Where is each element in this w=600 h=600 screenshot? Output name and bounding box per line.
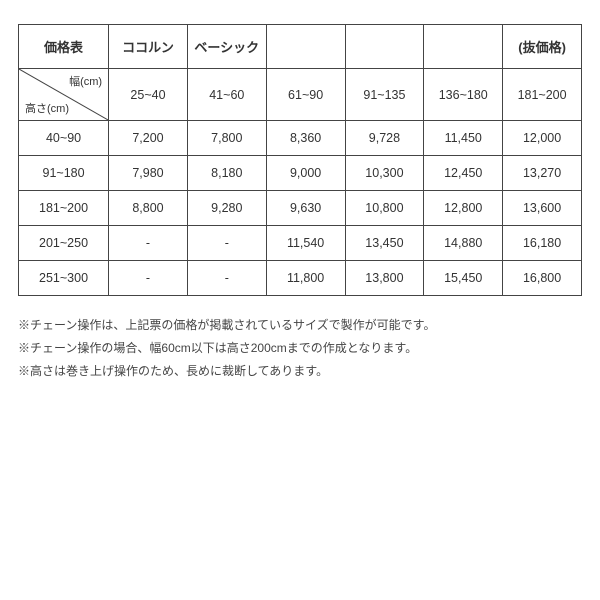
table-row: 91~180 7,980 8,180 9,000 10,300 12,450 1… [19,156,582,191]
height-range: 91~180 [19,156,109,191]
header-cat4 [345,25,424,69]
height-range: 181~200 [19,191,109,226]
price-cell: 12,000 [503,121,582,156]
price-cell: 8,180 [187,156,266,191]
width-range-row: 幅(cm) 高さ(cm) 25~40 41~60 61~90 91~135 13… [19,69,582,121]
header-cat3 [266,25,345,69]
price-cell: 7,200 [109,121,188,156]
width-range: 61~90 [266,69,345,121]
price-cell: 10,800 [345,191,424,226]
price-cell: 8,800 [109,191,188,226]
header-cat6: (抜価格) [503,25,582,69]
price-cell: 15,450 [424,261,503,296]
table-row: 251~300 - - 11,800 13,800 15,450 16,800 [19,261,582,296]
table-row: 40~90 7,200 7,800 8,360 9,728 11,450 12,… [19,121,582,156]
price-cell: 10,300 [345,156,424,191]
price-cell: 9,000 [266,156,345,191]
table-title-cell: 価格表 [19,25,109,69]
price-cell: 12,450 [424,156,503,191]
price-cell: 12,800 [424,191,503,226]
diagonal-header-cell: 幅(cm) 高さ(cm) [19,69,109,121]
price-cell: 11,800 [266,261,345,296]
price-cell: 9,728 [345,121,424,156]
height-range: 40~90 [19,121,109,156]
price-cell: - [187,226,266,261]
price-cell: 13,270 [503,156,582,191]
price-cell: 16,800 [503,261,582,296]
price-cell: 14,880 [424,226,503,261]
width-range: 91~135 [345,69,424,121]
height-range: 251~300 [19,261,109,296]
price-table: 価格表 ココルン ベーシック (抜価格) 幅(cm) 高さ(cm) 25~40 … [18,24,582,296]
price-cell: 13,600 [503,191,582,226]
header-cat2: ベーシック [187,25,266,69]
price-cell: 11,450 [424,121,503,156]
price-cell: 11,540 [266,226,345,261]
header-cat5 [424,25,503,69]
price-cell: 7,980 [109,156,188,191]
price-cell: - [187,261,266,296]
price-cell: 8,360 [266,121,345,156]
header-cat1: ココルン [109,25,188,69]
price-cell: 16,180 [503,226,582,261]
width-axis-label: 幅(cm) [69,73,102,89]
price-cell: 13,800 [345,261,424,296]
price-cell: - [109,261,188,296]
price-cell: 13,450 [345,226,424,261]
table-row: 201~250 - - 11,540 13,450 14,880 16,180 [19,226,582,261]
price-cell: 9,280 [187,191,266,226]
price-cell: - [109,226,188,261]
notes-block: ※チェーン操作は、上記票の価格が掲載されているサイズで製作が可能です。 ※チェー… [18,314,582,382]
price-cell: 7,800 [187,121,266,156]
width-range: 41~60 [187,69,266,121]
price-cell: 9,630 [266,191,345,226]
table-row: 181~200 8,800 9,280 9,630 10,800 12,800 … [19,191,582,226]
note-line: ※高さは巻き上げ操作のため、長めに裁断してあります。 [18,360,582,383]
height-axis-label: 高さ(cm) [25,100,69,116]
width-range: 181~200 [503,69,582,121]
width-range: 25~40 [109,69,188,121]
note-line: ※チェーン操作の場合、幅60cm以下は高さ200cmまでの作成となります。 [18,337,582,360]
table-header-row: 価格表 ココルン ベーシック (抜価格) [19,25,582,69]
note-line: ※チェーン操作は、上記票の価格が掲載されているサイズで製作が可能です。 [18,314,582,337]
width-range: 136~180 [424,69,503,121]
height-range: 201~250 [19,226,109,261]
